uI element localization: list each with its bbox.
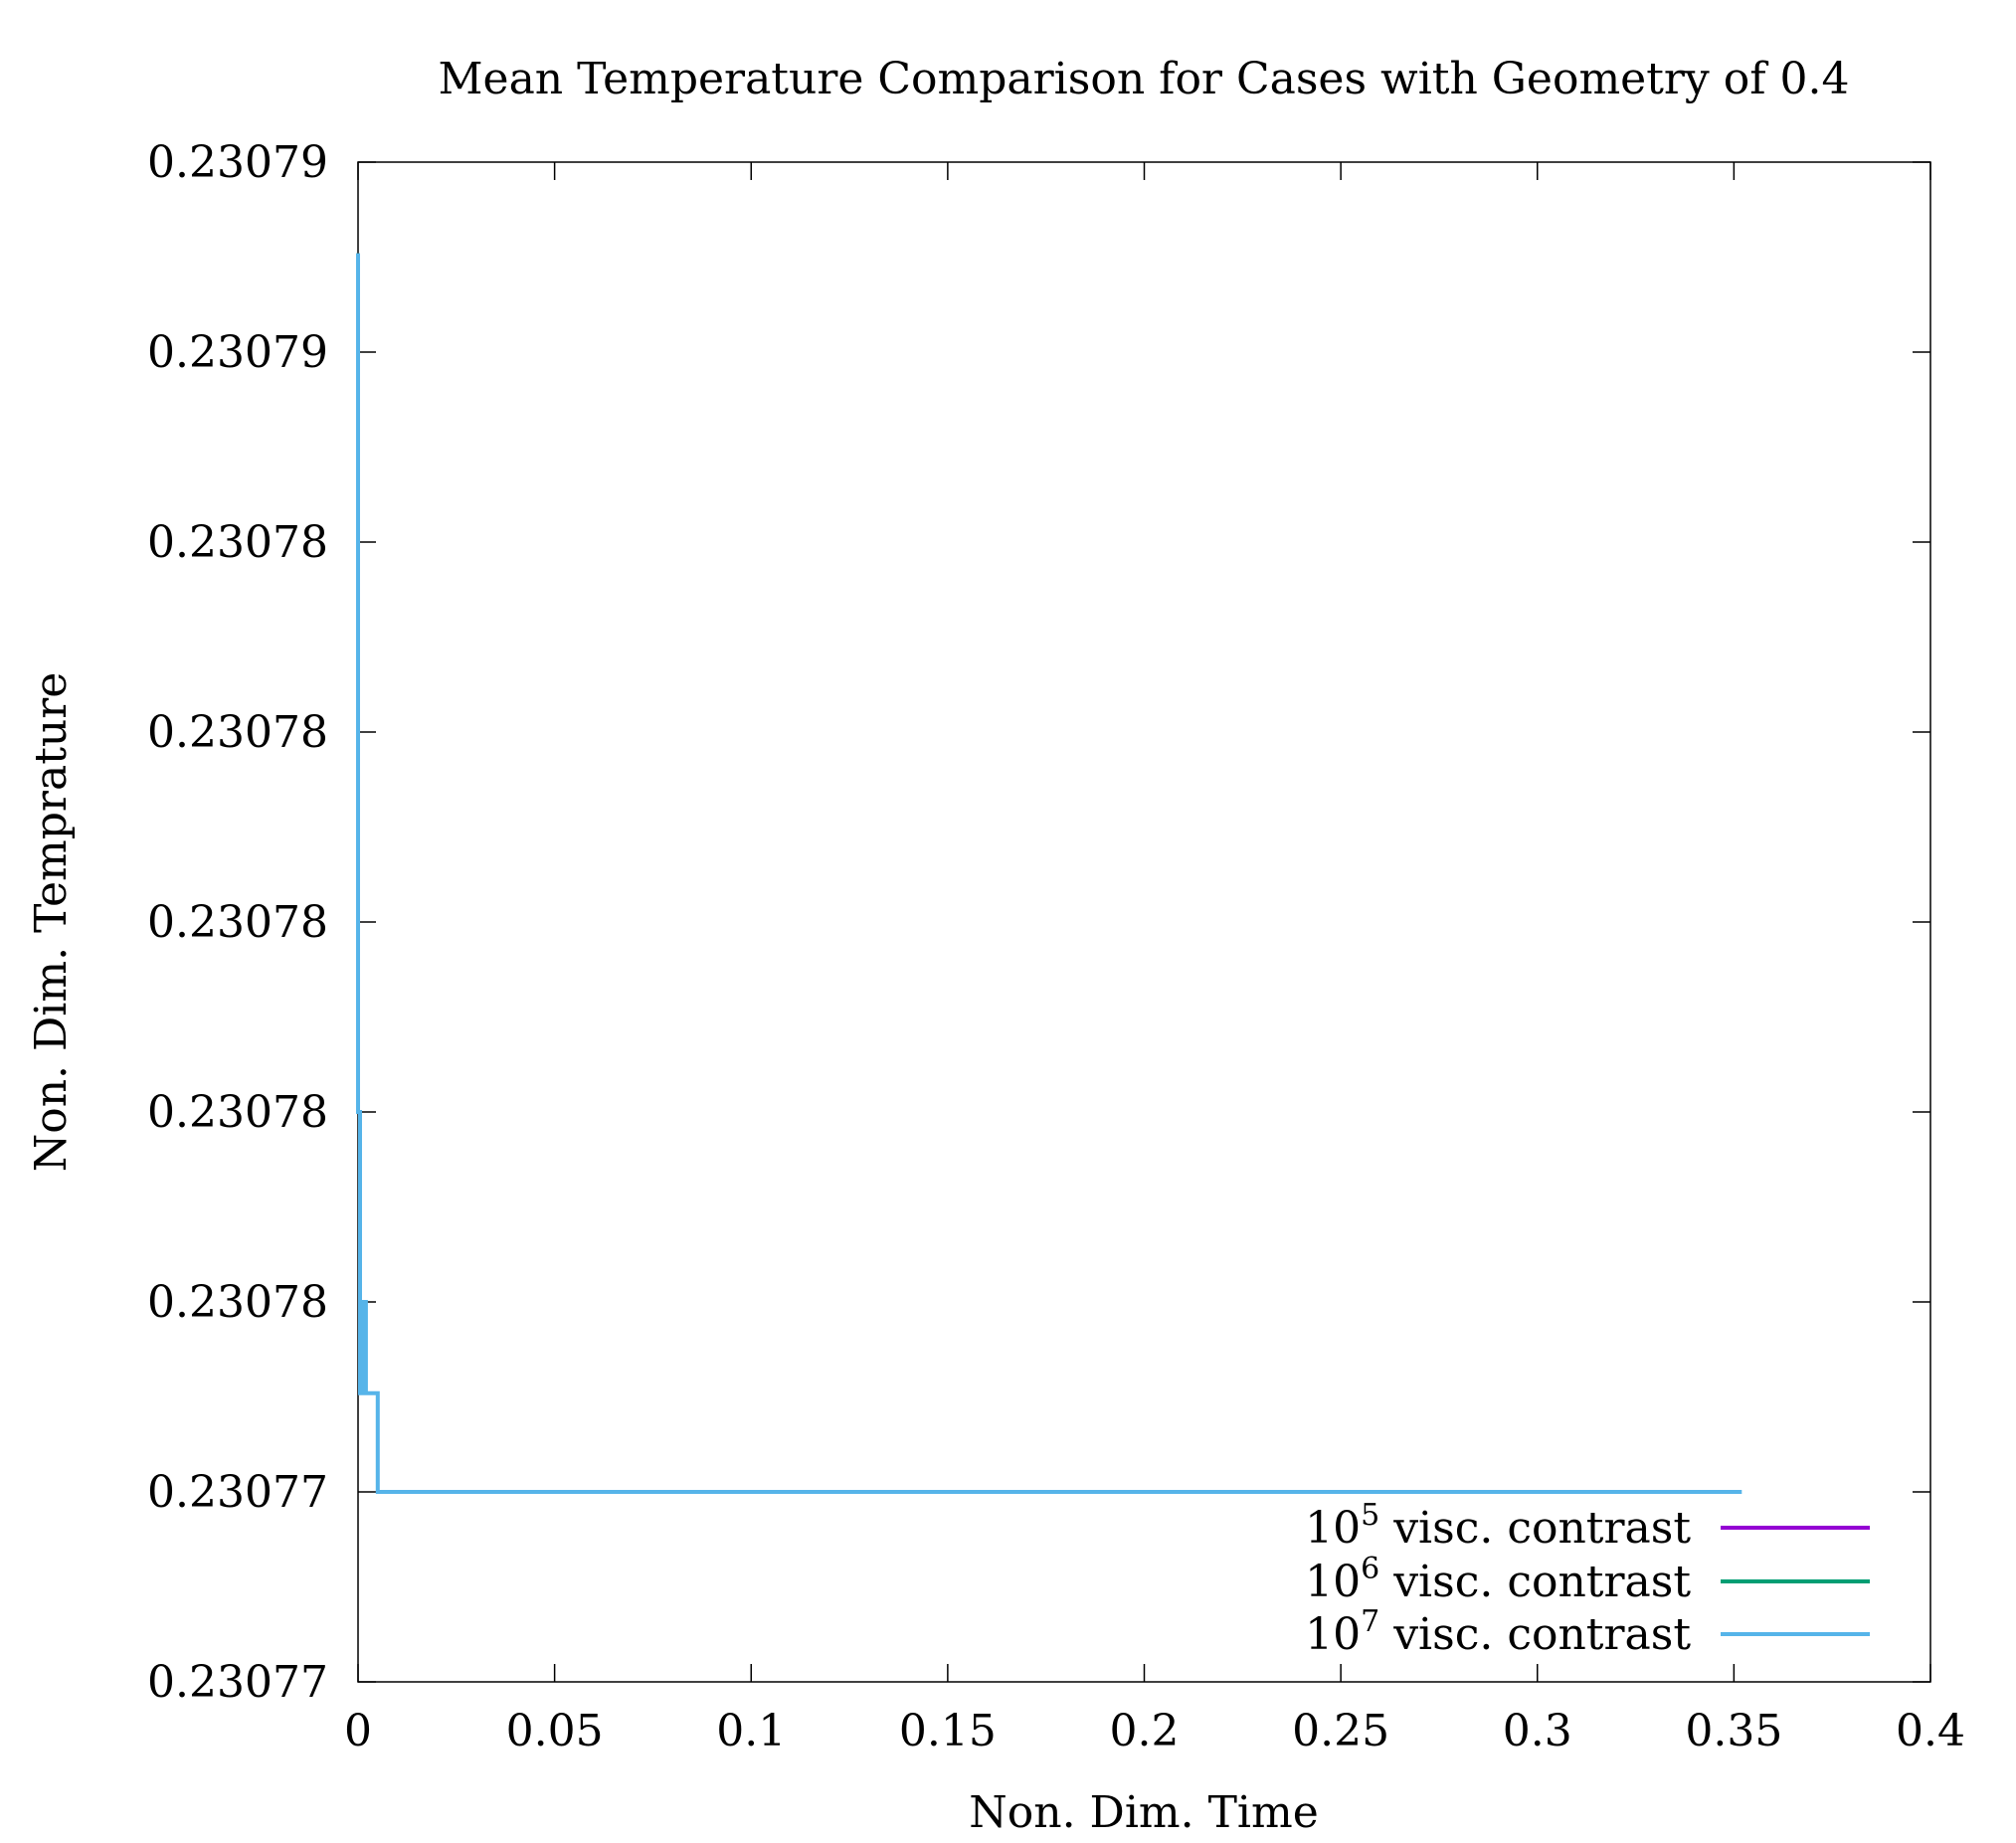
- x-tick-label: 0.4: [1896, 1706, 1965, 1756]
- x-axis: 0 0.05 0.1 0.15 0.2 0.25 0.3 0.35 0.4: [344, 162, 1965, 1756]
- y-tick-label: 0.23078: [147, 1087, 328, 1138]
- y-tick-label: 0.23079: [147, 327, 328, 378]
- legend-label-base: 10: [1305, 1503, 1361, 1554]
- x-tick-label: 0.1: [716, 1706, 786, 1756]
- x-tick-label: 0: [344, 1706, 372, 1756]
- chart-title: Mean Temperature Comparison for Cases wi…: [438, 54, 1849, 104]
- legend-entry-label: 107 visc. contrast: [1305, 1604, 1691, 1660]
- x-tick-label: 0.15: [899, 1706, 997, 1756]
- x-tick-label: 0.05: [506, 1706, 604, 1756]
- y-axis: 0.23077 0.23077 0.23078 0.23078 0.23078 0.230…: [147, 137, 1930, 1708]
- x-tick-label: 0.25: [1292, 1706, 1389, 1756]
- plot-frame: [357, 161, 1931, 1683]
- y-tick-label: 0.23077: [147, 1467, 328, 1518]
- y-tick-label: 0.23078: [147, 1277, 328, 1328]
- y-tick-label: 0.23078: [147, 707, 328, 758]
- x-tick-label: 0.35: [1685, 1706, 1782, 1756]
- series-lines: [356, 253, 1742, 1494]
- legend-label-text: visc. contrast: [1379, 1609, 1691, 1660]
- legend-label-text: visc. contrast: [1379, 1503, 1691, 1554]
- plot-area: [357, 161, 1931, 1683]
- x-tick-label: 0.2: [1110, 1706, 1180, 1756]
- y-axis-title: Non. Dim. Temprature: [26, 672, 77, 1173]
- legend-entry-label: 105 visc. contrast: [1305, 1498, 1691, 1554]
- y-tick-label: 0.23078: [147, 517, 328, 568]
- y-tick-label: 0.23078: [147, 897, 328, 948]
- legend-label-exponent: 5: [1361, 1498, 1379, 1533]
- legend-label-base: 10: [1305, 1557, 1361, 1607]
- legend-label-exponent: 6: [1361, 1552, 1379, 1586]
- x-tick-label: 0.3: [1503, 1706, 1572, 1756]
- legend-label-text: visc. contrast: [1379, 1557, 1691, 1607]
- legend-label-base: 10: [1305, 1609, 1361, 1660]
- legend-label-exponent: 7: [1361, 1604, 1379, 1639]
- y-tick-label: 0.23077: [147, 1657, 328, 1708]
- x-axis-title: Non. Dim. Time: [969, 1787, 1319, 1838]
- y-tick-label: 0.23079: [147, 137, 328, 188]
- series-line-3: [356, 253, 1742, 1494]
- legend-entry-label: 106 visc. contrast: [1305, 1552, 1691, 1607]
